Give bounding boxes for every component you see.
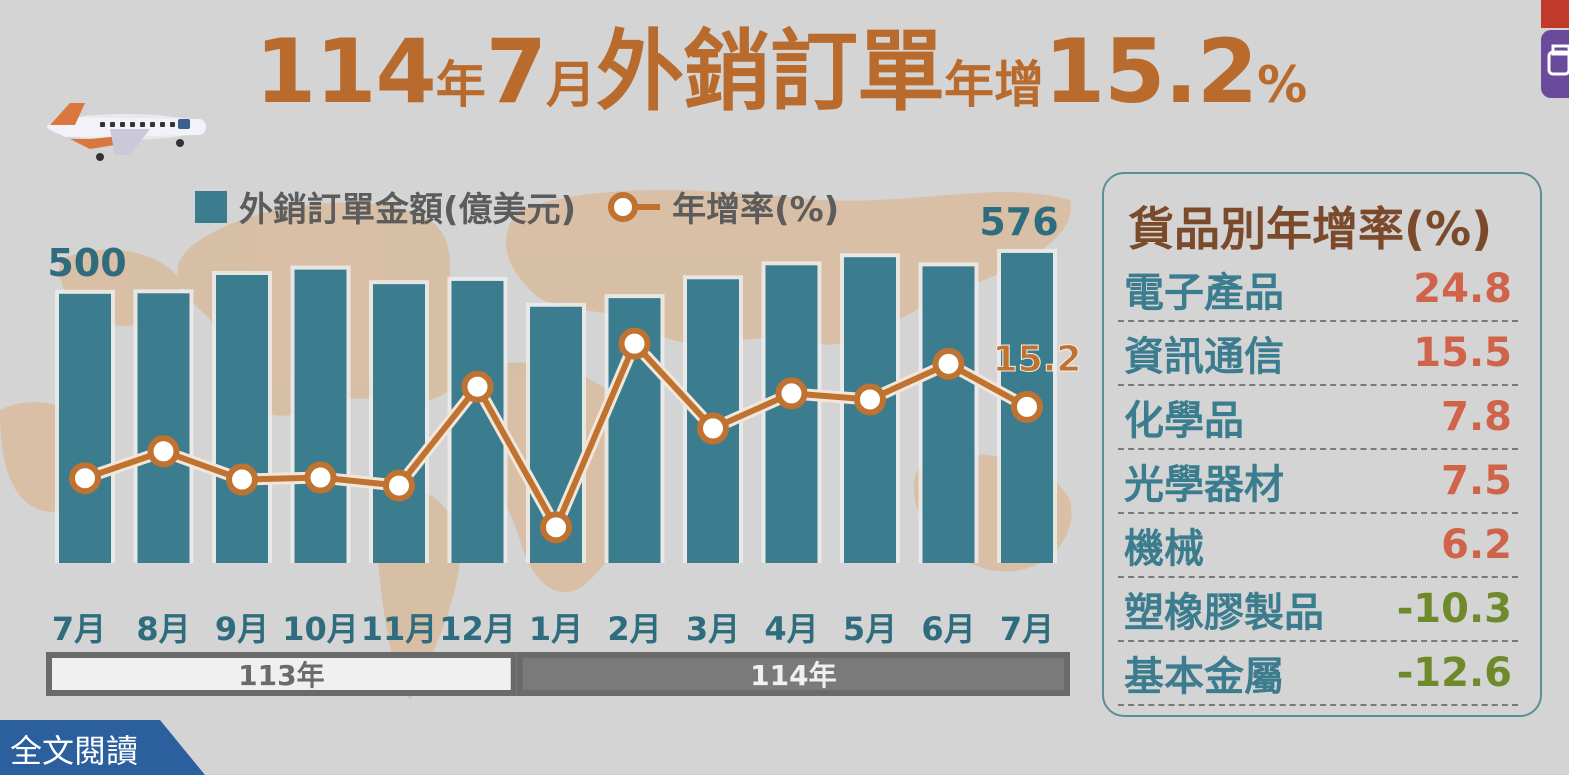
title-part: % [1257,56,1308,114]
bar [137,293,190,563]
bar [294,269,347,563]
x-tick-label: 8月 [136,610,190,648]
category-row: 光學器材 7.5 [1118,450,1518,514]
chart-legend: 外銷訂單金額(億美元) 年增率(%) [195,182,839,231]
growth-point [226,463,258,496]
read-more-label[interactable]: 全文閱讀 [10,732,139,770]
print-icon[interactable] [1541,30,1569,98]
x-tick-label: 7月 [1000,610,1054,648]
growth-point [147,435,180,468]
growth-point [383,469,415,502]
category-growth-value: -12.6 [1396,650,1512,696]
category-growth-value: 15.5 [1413,330,1512,376]
x-tick-label: 10月 [282,610,359,648]
category-row: 塑橡膠製品 -10.3 [1118,578,1518,642]
category-growth-panel [1102,172,1542,717]
year-label: 114年 [750,659,836,692]
x-tick-label: 12月 [439,610,516,648]
category-row: 基本金屬 -12.6 [1118,642,1518,706]
title-part: 月 [545,56,596,114]
category-name: 電子產品 [1124,270,1284,316]
category-name: 機械 [1124,526,1204,572]
title-part: 15.2 [1043,20,1258,123]
bar [922,266,975,563]
x-tick-label: 7月 [52,610,106,648]
year-bar-fill [522,658,1064,690]
legend-line-swatch [608,191,661,222]
page-title: 114 年 7 月外銷訂單 年增 15.2% [255,28,1307,148]
growth-point [618,327,651,360]
category-name: 化學品 [1124,398,1244,444]
bar-value-label: 500 [47,241,126,285]
x-tick-label: 3月 [686,610,740,648]
category-name: 光學器材 [1124,462,1284,508]
category-row: 資訊通信 15.5 [1118,322,1518,386]
x-tick-label: 5月 [843,610,897,648]
title-part: 114 [255,20,437,123]
line-value-label: 15.2 [993,339,1082,380]
title-part: 7 [485,20,547,123]
growth-point [697,412,729,445]
category-growth-value: 7.8 [1441,394,1512,440]
growth-point [304,461,337,494]
legend-bar-swatch [195,190,227,223]
read-more-tab[interactable] [0,720,205,775]
share-icon[interactable] [1541,0,1569,28]
category-name: 塑橡膠製品 [1124,590,1324,636]
growth-point [1011,390,1043,423]
bar-value-label: 576 [979,200,1058,244]
x-tick-label: 6月 [921,610,975,648]
x-tick-label: 11月 [361,610,438,648]
bar [373,284,425,563]
x-tick-label: 4月 [764,610,818,648]
bar [765,265,818,563]
category-row: 電子產品 24.8 [1118,258,1518,322]
legend-bar-label: 外銷訂單金額(億美元) [239,190,577,230]
x-tick-label: 9月 [215,610,269,648]
export-orders-chart: 7月 8月 9月 10月 11月 12月 1月 2月 3月 4月 5月 6月 7月 500 576 15.2 1… [46,200,1082,696]
x-tick-label: 1月 [529,610,583,648]
title-part: 年 [435,56,486,114]
growth-point [461,370,494,403]
bar [216,274,268,563]
category-name: 資訊通信 [1124,334,1284,380]
category-growth-value: 7.5 [1441,458,1512,504]
growth-point [540,511,572,544]
legend-line-label: 年增率(%) [672,190,840,230]
x-tick-label: 2月 [607,610,661,648]
bar [59,293,111,563]
growth-point [854,383,886,416]
growth-point [775,377,808,410]
category-row: 化學品 7.8 [1118,386,1518,450]
title-part: 年增 [943,56,1044,114]
category-growth-value: -10.3 [1396,586,1512,632]
category-growth-title: 貨品別年增率(%) [1128,202,1493,256]
category-name: 基本金屬 [1124,654,1284,700]
category-row: 機械 6.2 [1118,514,1518,578]
year-label: 113年 [238,659,324,692]
growth-point [69,462,101,495]
airplane-icon [47,103,206,161]
category-growth-value: 24.8 [1413,266,1512,312]
category-growth-value: 6.2 [1441,522,1512,568]
growth-point [932,347,965,380]
title-part: 外銷訂單 [595,20,945,123]
year-bar-fill [52,658,511,690]
